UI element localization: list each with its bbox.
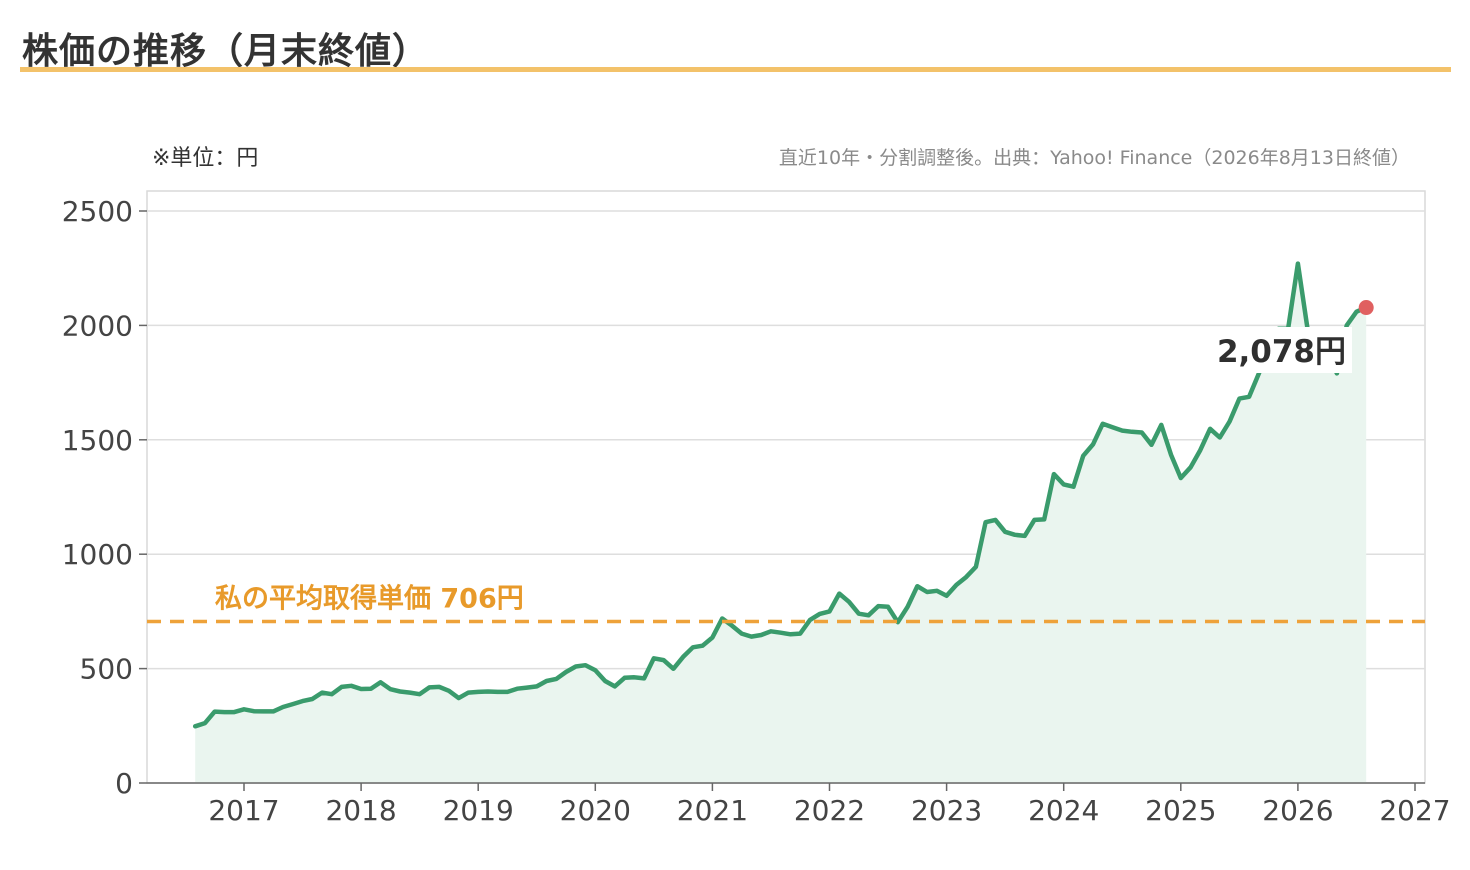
y-tick-label: 1500 xyxy=(62,424,133,457)
title-underline xyxy=(20,67,1451,72)
y-tick-label: 1000 xyxy=(62,538,133,571)
x-tick-label: 2027 xyxy=(1379,794,1450,827)
y-tick-label: 2000 xyxy=(62,309,133,342)
y-tick-label: 500 xyxy=(80,653,133,686)
x-tick-label: 2018 xyxy=(325,794,396,827)
x-tick-label: 2022 xyxy=(794,794,865,827)
unit-note: ※単位：円 xyxy=(152,146,259,171)
x-tick-label: 2017 xyxy=(208,794,279,827)
source-note: 直近10年・分割調整後。出典：Yahoo! Finance（2026年8月13日… xyxy=(778,147,1410,169)
x-tick-label: 2024 xyxy=(1028,794,1099,827)
y-tick-label: 2500 xyxy=(62,195,133,228)
x-tick-label: 2021 xyxy=(677,794,748,827)
average-cost-label: 私の平均取得単価 706円 xyxy=(215,582,524,614)
tick-labels: 0 500 1000 1500 2000 2500 2017 2018 2019 2020 2021… xyxy=(62,195,1451,827)
price-area-fill xyxy=(195,263,1367,784)
x-tick-label: 2019 xyxy=(443,794,514,827)
last-price-label-bg xyxy=(1207,327,1352,373)
x-tick-label: 2023 xyxy=(911,794,982,827)
y-tick-label: 0 xyxy=(115,767,133,800)
price-line xyxy=(192,261,1369,729)
x-tick-label: 2026 xyxy=(1262,794,1333,827)
last-price-label: 2,078円 xyxy=(1217,334,1346,370)
last-price-point xyxy=(1358,300,1374,316)
x-tick-label: 2025 xyxy=(1145,794,1216,827)
axes xyxy=(139,210,1425,791)
page-title: 株価の推移（月末終値） xyxy=(22,31,430,72)
x-tick-label: 2020 xyxy=(560,794,631,827)
